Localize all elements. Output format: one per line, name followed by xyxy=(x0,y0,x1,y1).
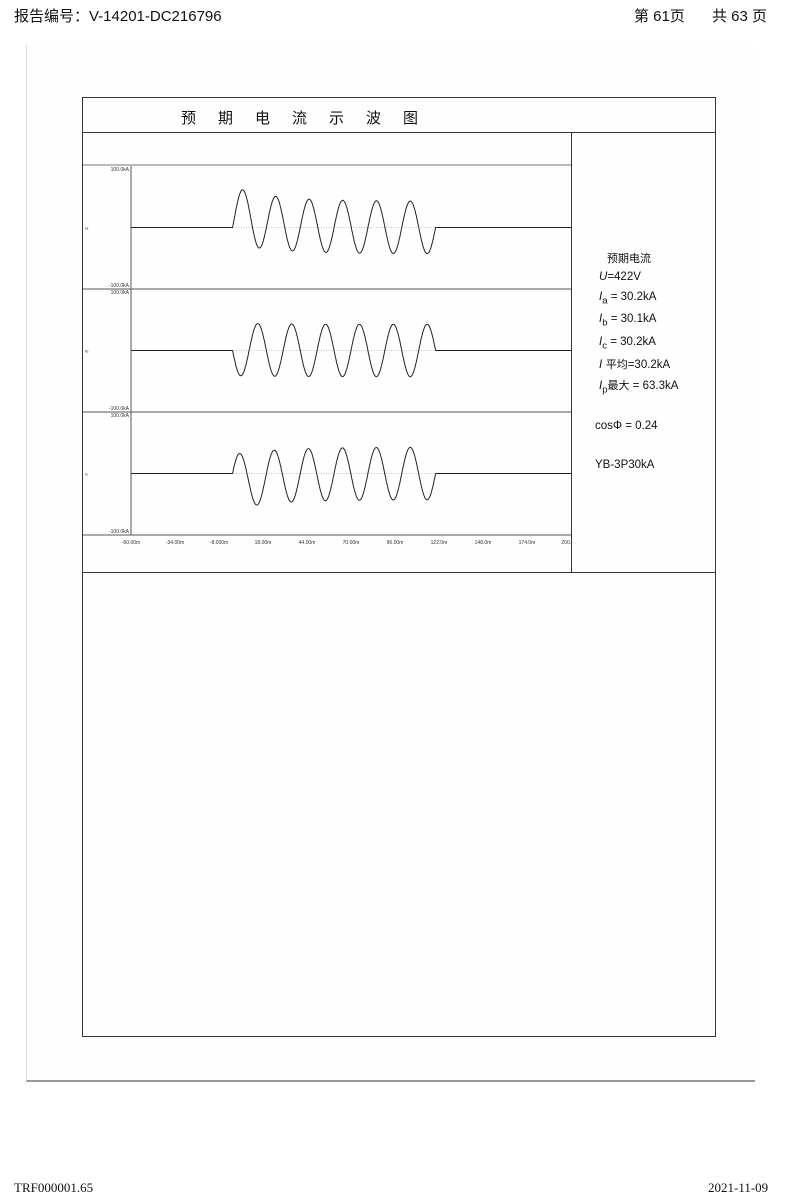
x-tick-label: 122.0m xyxy=(431,540,448,546)
x-tick-label: -34.00m xyxy=(166,540,184,546)
scanned-sheet xyxy=(26,45,755,1082)
y-min-label: -100.0kA xyxy=(109,529,130,535)
x-tick-label: -8.000m xyxy=(210,540,228,546)
current-peak: Ip最大 = 63.3kA xyxy=(599,378,679,395)
current-average: I 平均=30.2kA xyxy=(599,358,671,372)
model: YB-3P30kA xyxy=(595,458,655,471)
x-tick-label: 174.0m xyxy=(519,540,536,546)
divider xyxy=(571,133,572,572)
x-tick-label: 44.00m xyxy=(299,540,316,546)
waveform-ia xyxy=(131,189,571,255)
x-tick-label: 18.00m xyxy=(255,540,272,546)
current-b: Ib = 30.1kA xyxy=(599,313,657,329)
form-id: TRF000001.65 xyxy=(14,1180,94,1195)
current-c: Ic = 30.2kA xyxy=(599,335,656,352)
x-tick-label: 148.0m xyxy=(475,540,492,546)
y-max-label: 100.0kA xyxy=(111,167,130,173)
x-tick-label: 96.00m xyxy=(387,540,404,546)
channel-label: Ia xyxy=(85,226,89,231)
waveform-ib xyxy=(131,323,571,378)
current-info: 预期电流 U=422V Ia = 30.2kA Ib = 30.1kA Ic =… xyxy=(595,249,679,475)
channel-label: Ic xyxy=(85,472,88,477)
current-a: Ia = 30.2kA xyxy=(599,290,657,306)
waveform-frame: 预期电流示波图 100.0kA -100.0kA Ia 100.0kA -100.0kA… xyxy=(82,97,716,1037)
channel-label: Ib xyxy=(85,349,89,354)
y-max-label: 100.0kA xyxy=(111,413,130,419)
power-factor: cosΦ = 0.24 xyxy=(595,420,658,433)
voltage: U=422V xyxy=(599,271,641,284)
oscillogram-chart: 100.0kA-100.0kAIa100.0kA-100.0kAIb100.0k… xyxy=(83,164,571,546)
report-date: 2021-11-09 xyxy=(708,1180,769,1195)
report-number: 报告编号：V-14201-DC216796 xyxy=(14,8,222,25)
page-title: 预期电流示波图 xyxy=(181,109,441,127)
y-max-label: 100.0kA xyxy=(111,290,130,296)
page-number: 第 61页 xyxy=(634,8,685,25)
x-tick-label: 200.0ms xyxy=(561,540,571,546)
y-min-label: -100.0kA xyxy=(109,283,130,289)
x-tick-label: 70.00m xyxy=(343,540,360,546)
page-total: 共 63 页 xyxy=(712,8,768,25)
x-tick-label: -60.00m xyxy=(122,540,140,546)
title-row: 预期电流示波图 xyxy=(83,98,715,133)
waveform-ic xyxy=(131,446,571,506)
info-heading: 预期电流 xyxy=(607,252,651,265)
y-min-label: -100.0kA xyxy=(109,406,130,412)
chart-row: 100.0kA -100.0kA Ia 100.0kA -100.0kA Ib 100.0k… xyxy=(83,133,715,573)
